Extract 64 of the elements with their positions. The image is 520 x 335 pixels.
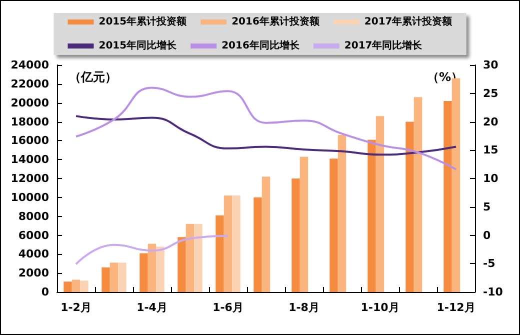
bar: [118, 262, 126, 292]
y-tick-label: 18000: [10, 115, 50, 128]
y-tick-label: 22000: [10, 77, 50, 90]
bar: [72, 280, 80, 292]
legend-label: 2016年累计投资额: [232, 16, 320, 28]
y-tick-label: 24000: [10, 58, 50, 72]
line-series: [75, 86, 457, 170]
bar: [80, 280, 88, 292]
x-tick-label: 1-8月: [288, 301, 320, 314]
y-tick-label: 4000: [18, 248, 50, 261]
y-tick-label: 2000: [18, 266, 50, 280]
line-series: [75, 115, 457, 156]
bar: [368, 140, 376, 292]
y2-tick-label: 0: [483, 228, 491, 242]
bar: [110, 262, 118, 292]
bar: [338, 134, 346, 292]
bar: [444, 100, 452, 292]
bar: [102, 267, 110, 292]
legend-label: 2016年同比增长: [222, 40, 300, 52]
x-tick-label: 1-12月: [436, 301, 476, 314]
legend-label: 2017年同比增长: [344, 40, 424, 52]
bar: [232, 196, 240, 292]
bar: [64, 282, 72, 292]
bar: [224, 196, 232, 292]
x-tick-label: 1-10月: [360, 301, 400, 314]
y2-tick-label: -5: [483, 257, 496, 270]
bar: [330, 158, 338, 292]
y-tick-label: 16000: [10, 134, 50, 148]
y2-tick-label: -10: [483, 286, 504, 298]
x-tick-label: 1-4月: [136, 301, 168, 314]
y-axis-title: （亿元）: [69, 70, 117, 84]
legend-label: 2015年同比增长: [98, 40, 178, 52]
y-tick-label: 14000: [10, 153, 50, 166]
bar: [406, 122, 414, 292]
bar: [148, 244, 156, 292]
bar: [254, 197, 262, 292]
x-tick-label: 1-6月: [212, 301, 244, 314]
legend-label: 2017年累计投资额: [364, 16, 454, 28]
line-series: [75, 234, 229, 266]
y-tick-label: 12000: [10, 172, 50, 185]
bar: [376, 116, 384, 292]
bar: [186, 224, 194, 292]
y2-tick-label: 10: [483, 172, 499, 185]
bar: [194, 224, 202, 292]
y2-tick-label: 25: [483, 86, 498, 100]
bar: [178, 237, 186, 292]
bar: [292, 178, 300, 292]
y-tick-label: 10000: [10, 190, 50, 204]
y2-tick-label: 30: [483, 58, 499, 72]
y2-tick-label: 15: [483, 144, 498, 157]
x-tick-label: 1-2月: [60, 301, 92, 314]
bar: [262, 176, 270, 292]
legend-label: 2015年累计投资额: [98, 16, 188, 28]
y-tick-label: 6000: [18, 228, 50, 242]
y2-tick-label: 5: [483, 200, 491, 214]
y2-tick-label: 20: [483, 115, 499, 128]
bar: [414, 97, 422, 292]
bar: [216, 215, 224, 292]
y-tick-label: 0: [41, 286, 50, 298]
y-tick-label: 8000: [18, 210, 50, 223]
bar: [156, 246, 164, 292]
y-tick-label: 20000: [10, 96, 50, 110]
bar: [140, 253, 148, 292]
bar: [300, 156, 308, 292]
